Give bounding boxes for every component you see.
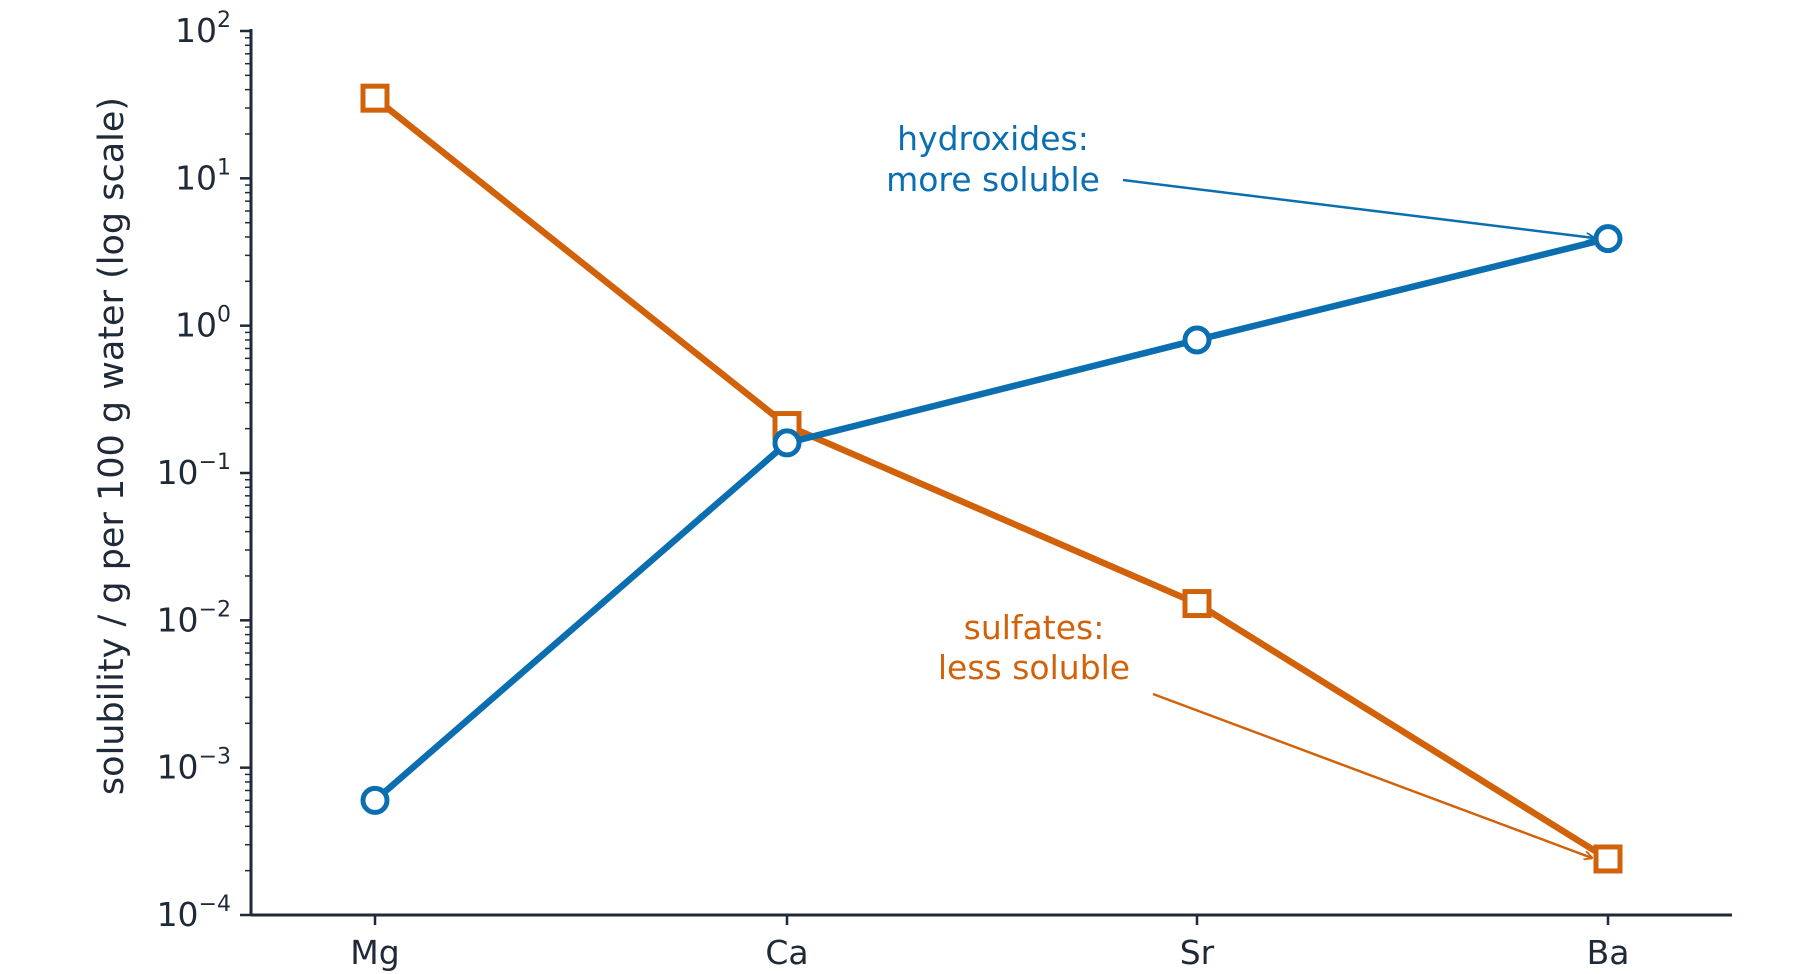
y-tick-label: 100 [175,303,231,345]
annotation-arrow-hydroxides [1122,178,1594,238]
y-tick-label: 10−1 [157,450,231,492]
point-hydroxides-sr [1182,325,1212,355]
x-tick-label-ba: Ba [1587,933,1630,972]
y-tick-label: 10−3 [157,745,231,787]
x-tick-label-ca: Ca [765,933,808,972]
annotation-hydroxides-line2: more soluble [886,160,1100,199]
point-hydroxides-ca [772,428,802,458]
point-hydroxides-ba [1593,224,1623,254]
annotation-hydroxides-line1: hydroxides: [897,119,1089,158]
y-tick-label: 101 [175,155,231,197]
axes: 10−4 10−3 10−2 10−1 100 101 102 Mg Ca Sr Ba [157,8,1732,972]
y-tick-label: 10−4 [157,892,231,934]
series-line-hydroxides [371,235,1612,804]
series-layer [360,83,1623,874]
series-sulfates [360,83,1623,874]
annotation-arrow-sulfates [1152,692,1592,858]
series-hydroxides [360,224,1623,815]
x-tick-label-mg: Mg [350,933,399,972]
point-sulfates-mg [360,83,390,113]
annotation-sulfates-line2: less soluble [938,648,1130,687]
point-sulfates-sr [1182,589,1212,619]
x-tick-label-sr: Sr [1180,933,1215,972]
y-axis-label: solubility / g per 100 g water (log scal… [92,97,132,795]
y-tick-label: 102 [175,8,231,50]
series-line-sulfates [371,94,1612,863]
point-sulfates-ba [1593,844,1623,874]
annotation-hydroxides: hydroxides:more soluble [886,119,1594,238]
annotation-layer: hydroxides:more soluble sulfates:less sol… [886,119,1594,858]
annotation-sulfates: sulfates:less soluble [938,608,1592,858]
y-tick-label: 10−2 [157,597,231,639]
point-hydroxides-mg [360,785,390,815]
annotation-sulfates-line1: sulfates: [964,608,1105,647]
